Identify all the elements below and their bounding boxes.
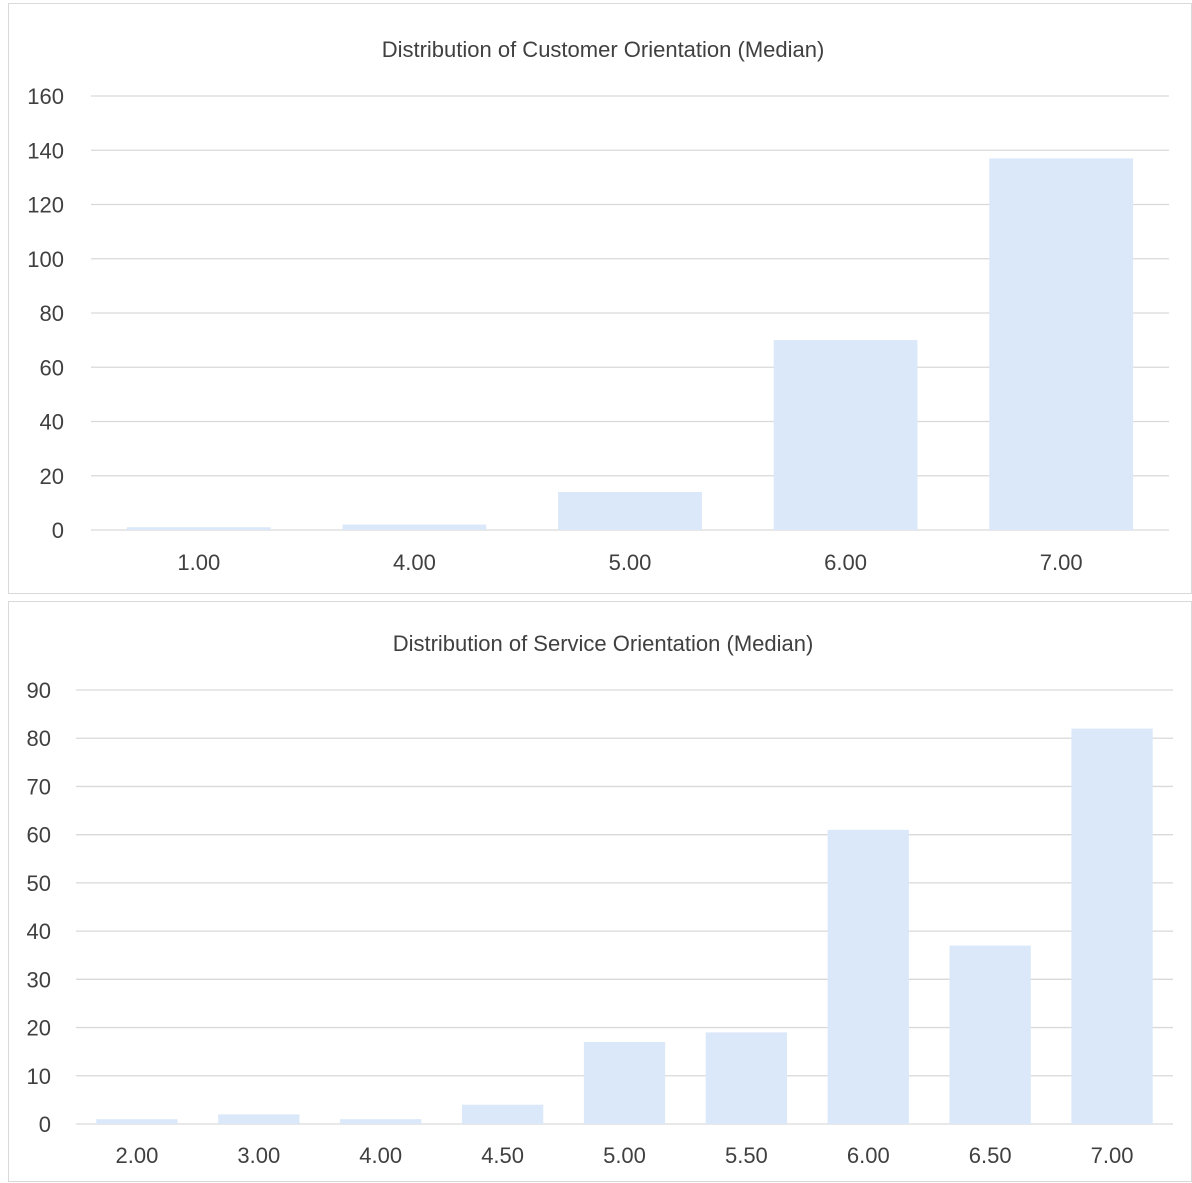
y-tick-label: 80	[40, 301, 64, 326]
customer-orientation-chart: Distribution of Customer Orientation (Me…	[8, 3, 1192, 594]
service-orientation-chart: Distribution of Service Orientation (Med…	[8, 601, 1192, 1182]
x-tick-label: 5.50	[725, 1143, 768, 1168]
x-tick-label: 1.00	[177, 550, 220, 575]
bar-5.00	[558, 492, 702, 530]
y-tick-label: 50	[27, 871, 51, 896]
y-tick-label: 80	[27, 726, 51, 751]
y-tick-label: 20	[40, 464, 64, 489]
x-tick-label: 4.00	[359, 1143, 402, 1168]
bar-7.00	[1071, 728, 1153, 1124]
x-tick-label: 4.50	[481, 1143, 524, 1168]
x-tick-label: 3.00	[237, 1143, 280, 1168]
service-orientation-plot: Distribution of Service Orientation (Med…	[27, 631, 1173, 1168]
y-tick-label: 160	[27, 84, 64, 109]
bar-4.00	[342, 524, 487, 530]
bar-7.00	[989, 158, 1134, 530]
customer-orientation-plot: Distribution of Customer Orientation (Me…	[27, 37, 1169, 575]
y-tick-label: 0	[52, 518, 64, 543]
x-tick-label: 6.00	[824, 550, 867, 575]
y-tick-label: 100	[27, 247, 64, 272]
y-tick-label: 0	[39, 1112, 51, 1137]
y-tick-label: 70	[27, 774, 51, 799]
y-tick-label: 60	[27, 823, 51, 848]
x-tick-label: 5.00	[609, 550, 652, 575]
y-tick-label: 10	[27, 1064, 51, 1089]
bar-2.00	[96, 1119, 178, 1124]
y-tick-label: 20	[27, 1016, 51, 1041]
x-tick-label: 7.00	[1091, 1143, 1134, 1168]
bar-6.50	[949, 945, 1031, 1124]
x-tick-label: 6.00	[847, 1143, 890, 1168]
y-tick-label: 140	[27, 138, 64, 163]
bar-5.50	[705, 1032, 788, 1124]
bar-4.50	[461, 1104, 544, 1124]
bar-6.00	[773, 340, 918, 530]
chart-title: Distribution of Customer Orientation (Me…	[382, 37, 825, 62]
bar-1.00	[126, 527, 271, 530]
chart-title: Distribution of Service Orientation (Med…	[393, 631, 814, 656]
y-tick-label: 120	[27, 193, 64, 218]
bar-5.00	[583, 1042, 666, 1124]
y-tick-label: 90	[27, 678, 51, 703]
x-tick-label: 6.50	[969, 1143, 1012, 1168]
bar-3.00	[218, 1114, 300, 1124]
x-tick-label: 7.00	[1040, 550, 1083, 575]
bar-6.00	[827, 829, 909, 1124]
y-tick-label: 40	[40, 410, 64, 435]
y-tick-label: 60	[40, 355, 64, 380]
bar-4.00	[340, 1119, 422, 1124]
x-tick-label: 2.00	[116, 1143, 159, 1168]
x-tick-label: 4.00	[393, 550, 436, 575]
y-tick-label: 30	[27, 967, 51, 992]
y-tick-label: 40	[27, 919, 51, 944]
x-tick-label: 5.00	[603, 1143, 646, 1168]
